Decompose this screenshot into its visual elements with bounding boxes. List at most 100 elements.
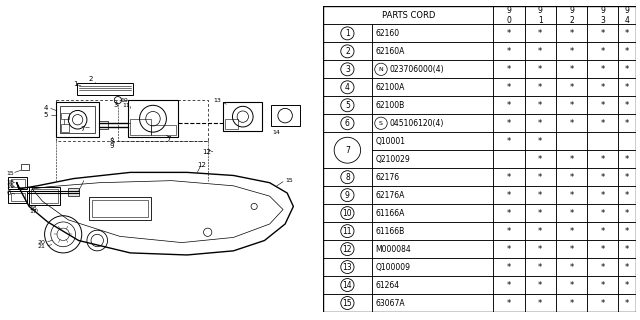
Text: *: * xyxy=(538,83,542,92)
Text: *: * xyxy=(538,119,542,128)
Bar xyxy=(618,6,636,24)
Text: *: * xyxy=(570,227,573,236)
Text: *: * xyxy=(600,173,605,182)
Bar xyxy=(493,276,525,294)
Bar xyxy=(587,204,618,222)
Bar xyxy=(10,179,25,187)
Text: 3: 3 xyxy=(345,65,350,74)
Text: 9
2: 9 2 xyxy=(569,6,574,25)
Text: *: * xyxy=(538,101,542,110)
Text: *: * xyxy=(600,244,605,253)
Text: 9
4: 9 4 xyxy=(625,6,629,25)
Text: 8: 8 xyxy=(345,173,350,182)
Bar xyxy=(556,114,587,132)
Bar xyxy=(618,240,636,258)
Text: *: * xyxy=(507,191,511,200)
Bar xyxy=(56,102,99,137)
Bar xyxy=(92,200,148,217)
Bar xyxy=(587,240,618,258)
Bar xyxy=(525,276,556,294)
Bar xyxy=(493,60,525,78)
Text: *: * xyxy=(507,101,511,110)
Text: 61166A: 61166A xyxy=(375,209,404,218)
Bar xyxy=(323,60,372,78)
Text: *: * xyxy=(538,191,542,200)
Text: *: * xyxy=(570,155,573,164)
Bar xyxy=(68,188,79,196)
Text: 5: 5 xyxy=(345,101,350,110)
Bar xyxy=(493,78,525,96)
Bar xyxy=(21,164,29,170)
Bar xyxy=(525,204,556,222)
Text: *: * xyxy=(625,29,629,38)
Text: 18: 18 xyxy=(6,180,14,185)
Text: *: * xyxy=(625,281,629,290)
Text: *: * xyxy=(570,83,573,92)
Text: *: * xyxy=(538,281,542,290)
Bar xyxy=(556,60,587,78)
Bar xyxy=(61,113,69,119)
Bar xyxy=(10,193,25,201)
Bar xyxy=(493,6,525,24)
Bar xyxy=(556,204,587,222)
Text: *: * xyxy=(625,244,629,253)
Text: M000084: M000084 xyxy=(375,244,411,253)
Text: *: * xyxy=(600,281,605,290)
Bar xyxy=(556,132,587,150)
Bar xyxy=(618,204,636,222)
Bar xyxy=(493,24,525,42)
Text: 21: 21 xyxy=(37,244,45,249)
Text: *: * xyxy=(538,137,542,146)
Bar xyxy=(372,186,493,204)
Bar xyxy=(556,168,587,186)
Text: 12: 12 xyxy=(342,244,352,253)
Text: *: * xyxy=(538,29,542,38)
Bar xyxy=(323,78,372,96)
Text: 62176A: 62176A xyxy=(375,191,404,200)
Bar xyxy=(618,96,636,114)
Bar xyxy=(323,114,372,132)
Bar xyxy=(587,24,618,42)
Text: N: N xyxy=(379,67,383,72)
Bar xyxy=(525,132,556,150)
Bar xyxy=(8,177,27,189)
Bar xyxy=(587,150,618,168)
Text: *: * xyxy=(570,65,573,74)
Text: *: * xyxy=(625,47,629,56)
Bar xyxy=(587,222,618,240)
Text: 045106120(4): 045106120(4) xyxy=(389,119,444,128)
Text: *: * xyxy=(600,29,605,38)
Text: 19: 19 xyxy=(6,184,14,189)
Text: 11: 11 xyxy=(342,227,352,236)
Text: 5: 5 xyxy=(44,112,48,117)
Bar xyxy=(493,204,525,222)
Bar xyxy=(556,294,587,312)
Bar xyxy=(618,150,636,168)
Text: 6: 6 xyxy=(345,119,350,128)
Text: *: * xyxy=(625,155,629,164)
Bar xyxy=(525,96,556,114)
Bar xyxy=(556,222,587,240)
Bar xyxy=(556,150,587,168)
Bar xyxy=(493,42,525,60)
Bar xyxy=(618,222,636,240)
Bar xyxy=(587,186,618,204)
Text: *: * xyxy=(570,262,573,272)
Text: 9
0: 9 0 xyxy=(507,6,511,25)
Bar xyxy=(493,258,525,276)
Bar xyxy=(372,150,493,168)
Bar xyxy=(556,6,587,24)
Text: *: * xyxy=(600,299,605,308)
Text: *: * xyxy=(507,262,511,272)
Bar xyxy=(618,258,636,276)
Bar xyxy=(556,42,587,60)
Bar xyxy=(323,42,372,60)
Text: *: * xyxy=(538,244,542,253)
Bar xyxy=(556,78,587,96)
Bar xyxy=(223,102,262,131)
Bar xyxy=(372,240,493,258)
Text: *: * xyxy=(538,173,542,182)
Text: *: * xyxy=(570,101,573,110)
Text: 61264: 61264 xyxy=(375,281,399,290)
Text: 9: 9 xyxy=(345,191,350,200)
